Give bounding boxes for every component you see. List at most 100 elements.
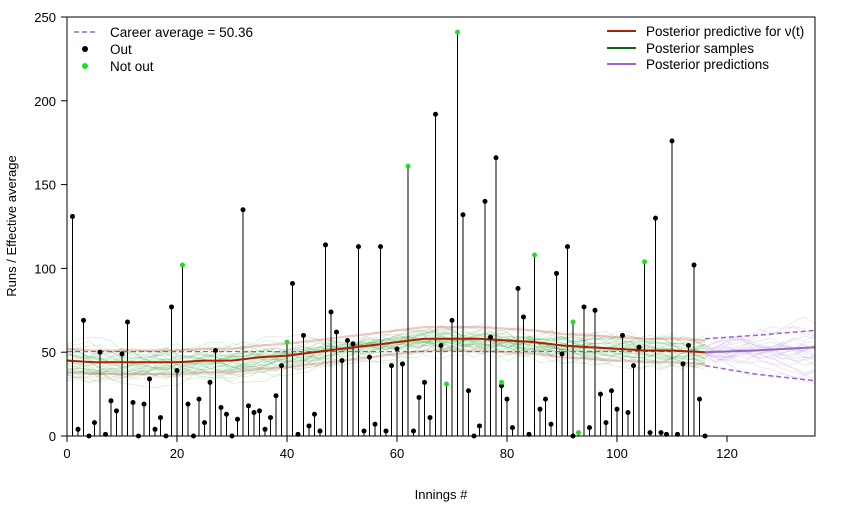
posterior-band-line [66, 349, 706, 376]
out-point [493, 155, 499, 161]
out-point [81, 317, 86, 323]
posterior-sample-line [66, 329, 706, 384]
posterior-sample-line [66, 326, 706, 365]
out-point [169, 304, 174, 310]
out-point [251, 410, 257, 416]
posterior-sample-line [66, 339, 706, 371]
posterior-prediction-line [704, 337, 816, 366]
posterior-sample-line [66, 329, 706, 379]
posterior-prediction-line [704, 335, 816, 350]
out-point [97, 349, 103, 355]
posterior-sample-line [66, 337, 706, 378]
out-point [587, 425, 592, 431]
out-point [521, 314, 526, 320]
out-point [631, 363, 636, 369]
posterior-sample-line [66, 326, 706, 373]
out-point [477, 423, 482, 429]
out-point [323, 242, 328, 248]
out-point [147, 376, 152, 382]
y-tick-label: 150 [34, 178, 56, 193]
posterior-prediction-line [704, 326, 816, 347]
out-point [647, 430, 653, 436]
out-point [268, 415, 273, 421]
posterior-prediction-line [704, 344, 816, 363]
posterior-sample-line [66, 343, 706, 384]
posterior-sample-line [66, 337, 706, 379]
x-tick-label: 60 [390, 446, 404, 461]
y-tick-label: 200 [34, 94, 56, 109]
posterior-prediction-line [704, 345, 816, 365]
out-point [125, 319, 130, 325]
out-point [218, 405, 224, 411]
out-point [92, 420, 97, 426]
posterior-sample-line [66, 330, 706, 380]
not-out-point [180, 262, 185, 268]
legend-posterior-predictive-label: Posterior predictive for ν(t) [646, 24, 804, 39]
out-point [114, 408, 119, 414]
not-out-point [405, 163, 411, 169]
out-point [422, 379, 427, 385]
not-out-point [444, 381, 449, 387]
out-point [669, 138, 675, 144]
posterior-sample-line [66, 336, 706, 377]
out-point [372, 421, 378, 427]
out-point [328, 309, 334, 315]
prediction-lower-line [704, 364, 816, 382]
out-point [686, 342, 691, 348]
out-point [207, 379, 213, 385]
out-point [416, 394, 422, 400]
y-tick-label: 50 [42, 345, 56, 360]
out-point [609, 388, 614, 394]
legend-posterior-samples-label: Posterior samples [646, 41, 754, 56]
y-tick-label: 100 [34, 261, 56, 276]
out-point [515, 286, 521, 292]
out-point [240, 207, 246, 213]
y-tick-label: 0 [49, 429, 56, 444]
out-point [130, 399, 136, 405]
posterior-prediction-line [704, 348, 816, 374]
out-point [383, 428, 389, 434]
out-point [427, 415, 433, 421]
not-out-point [499, 379, 504, 385]
out-point [279, 363, 284, 369]
posterior-sample-line [66, 337, 706, 371]
out-point [301, 332, 306, 338]
legend-average-label: Career average = 50.36 [110, 25, 253, 40]
posterior-mean-line [66, 337, 706, 364]
out-point [394, 346, 400, 352]
out-point [152, 426, 158, 432]
posterior-sample-line [66, 327, 706, 378]
out-point [367, 354, 372, 360]
out-point [449, 317, 455, 323]
not-out-point [642, 259, 647, 265]
posterior-sample-line [66, 328, 706, 377]
out-point [185, 401, 191, 407]
out-point [543, 396, 548, 402]
posterior-prediction-line [704, 350, 816, 364]
posterior-sample-line [66, 335, 706, 389]
out-point [356, 244, 361, 250]
out-point [680, 361, 686, 367]
out-point [504, 396, 510, 402]
out-point [262, 426, 268, 432]
out-point [75, 426, 81, 432]
out-point [196, 396, 202, 402]
legend-out-swatch [82, 46, 88, 52]
x-tick-label: 120 [716, 446, 738, 461]
out-point [565, 244, 570, 250]
out-point [158, 415, 163, 421]
posterior-sample-line [66, 330, 706, 361]
x-tick-label: 100 [606, 446, 628, 461]
out-point [202, 420, 207, 426]
out-point [658, 430, 664, 436]
out-point [361, 428, 367, 434]
out-point [581, 304, 587, 310]
posterior-prediction-line [704, 353, 816, 379]
out-point [306, 423, 312, 429]
out-point [460, 212, 466, 218]
axes: 0 20 40 60 80 100 120 0 50 100 150 200 250 [34, 10, 738, 461]
out-point [510, 425, 515, 431]
x-tick-label: 40 [280, 446, 294, 461]
not-out-point [532, 252, 537, 258]
